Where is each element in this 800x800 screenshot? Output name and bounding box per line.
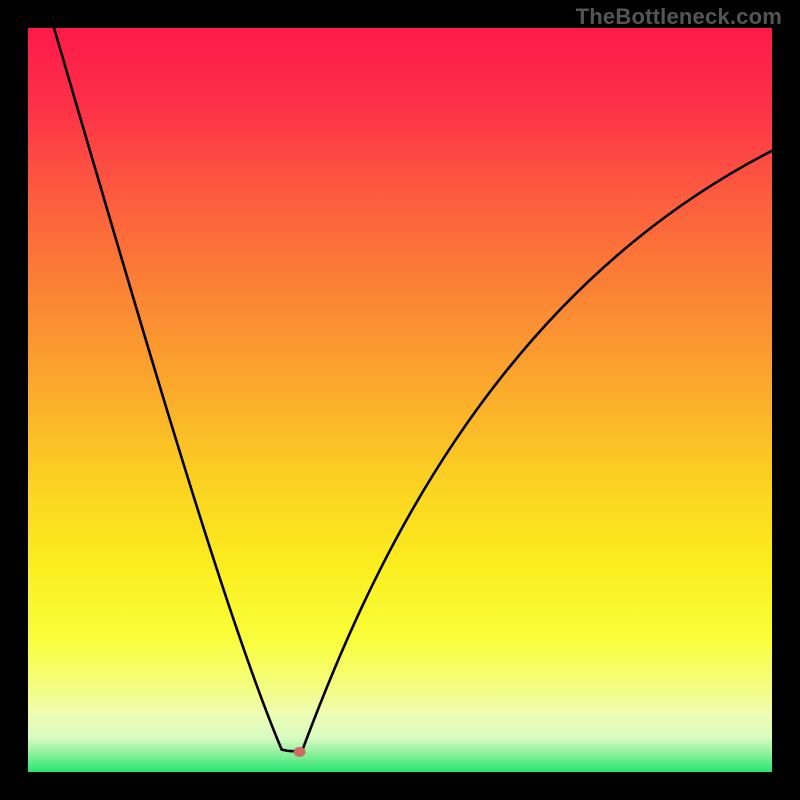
chart-frame <box>772 0 800 800</box>
chart-frame <box>0 0 28 800</box>
chart-frame <box>0 772 800 800</box>
optimum-marker <box>294 747 306 757</box>
gradient-background <box>28 28 772 772</box>
attribution-label: TheBottleneck.com <box>576 4 782 30</box>
bottleneck-chart <box>28 28 772 772</box>
